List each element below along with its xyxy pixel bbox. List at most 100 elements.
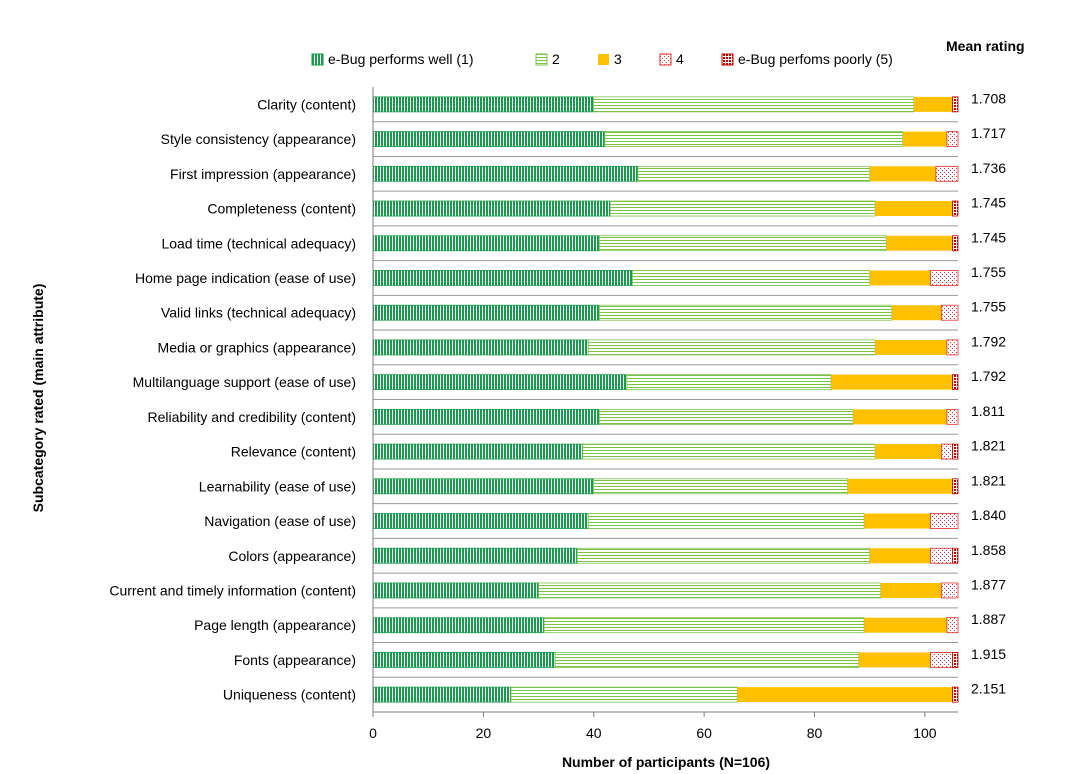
- bar-segment-series-1: [372, 339, 589, 356]
- bar-segment-series-3: [847, 478, 953, 494]
- bar-segment-series-2: [604, 131, 904, 147]
- mean-rating-value: 1.792: [971, 333, 1006, 349]
- bar-segment-series-1: [372, 270, 633, 286]
- bar-segment-series-2: [582, 443, 876, 460]
- legend-item-series-5: e-Bug perfoms poorly (5): [721, 51, 893, 67]
- mean-rating-value: 1.915: [971, 646, 1006, 662]
- bar-segment-series-2: [538, 582, 882, 599]
- mean-rating-header: Mean rating: [946, 38, 1025, 54]
- bar-segment-series-2: [593, 96, 915, 113]
- bar-segment-series-2: [631, 270, 871, 286]
- mean-rating-value: 1.745: [971, 195, 1006, 211]
- category-label: Current and timely information (content): [109, 582, 356, 598]
- x-tick-label: 40: [586, 725, 602, 741]
- legend-item-series-4: 4: [659, 51, 684, 67]
- bar-segment-series-2: [543, 617, 865, 634]
- bar-segment-series-1: [372, 408, 600, 425]
- bar-segment-series-5: [952, 652, 959, 668]
- mean-rating-value: 1.708: [971, 90, 1006, 106]
- bar-segment-series-5: [952, 200, 959, 217]
- bar-segment-series-1: [372, 165, 639, 182]
- bar-segment-series-2: [587, 513, 865, 529]
- mean-rating-value: 1.792: [971, 368, 1006, 384]
- category-label: Relevance (content): [231, 444, 356, 460]
- bar-segment-series-3: [886, 235, 953, 251]
- x-tick-label: 60: [696, 725, 712, 741]
- bar-segment-series-5: [952, 478, 959, 495]
- legend-swatch-series-3: [598, 54, 609, 65]
- category-label: Reliability and credibility (content): [147, 409, 356, 425]
- bar-segment-series-1: [372, 478, 595, 495]
- bar-segment-series-3: [858, 652, 931, 668]
- bar-segment-series-1: [372, 235, 600, 252]
- category-label: First impression (appearance): [170, 166, 356, 182]
- bar-segment-series-1: [372, 652, 556, 668]
- y-axis-title: Subcategory rated (main attribute): [30, 284, 46, 513]
- bar-segment-series-5: [952, 96, 959, 113]
- category-label: Valid links (technical adequacy): [161, 305, 356, 321]
- mean-rating-value: 1.717: [971, 125, 1006, 141]
- mean-rating-value: 1.736: [971, 160, 1006, 176]
- bar-segment-series-4: [946, 617, 959, 634]
- legend-swatch-series-1: [311, 53, 324, 66]
- mean-rating-value: 1.821: [971, 438, 1006, 454]
- legend-label-series-1: e-Bug performs well (1): [328, 51, 474, 67]
- bar-segment-series-2: [609, 200, 876, 217]
- mean-rating-value: 1.821: [971, 472, 1006, 488]
- bar-segment-series-3: [902, 131, 947, 147]
- legend-item-series-3: 3: [598, 51, 622, 67]
- bar-segment-series-4: [941, 304, 959, 321]
- x-tick-label: 100: [913, 725, 937, 741]
- legend-label-series-5: e-Bug perfoms poorly (5): [738, 51, 893, 67]
- bar-segment-series-5: [952, 235, 959, 252]
- bar-segment-series-3: [913, 96, 953, 112]
- bar-segment-series-4: [946, 339, 959, 356]
- category-label: Multilanguage support (ease of use): [133, 374, 356, 390]
- bar-segment-series-4: [941, 443, 953, 460]
- bar-segment-series-3: [875, 339, 947, 355]
- bar-segment-series-3: [864, 513, 931, 529]
- bar-segment-series-4: [930, 547, 953, 564]
- bar-segment-series-2: [554, 652, 860, 668]
- bar-segment-series-3: [864, 617, 947, 633]
- category-label: Load time (technical adequacy): [161, 235, 356, 251]
- plot-area: Clarity (content) 1.708 Style consistency …: [109, 87, 1006, 741]
- bar-segment-series-5: [952, 374, 959, 391]
- legend-swatch-series-4: [659, 53, 672, 66]
- bar-segment-series-2: [637, 165, 871, 182]
- bar-segment-series-1: [372, 96, 595, 113]
- category-label: Style consistency (appearance): [161, 131, 356, 147]
- bar-segment-series-4: [930, 652, 953, 668]
- bar-segment-series-3: [869, 548, 931, 564]
- legend-item-series-2: 2: [535, 51, 560, 67]
- bar-segment-series-4: [941, 582, 959, 599]
- legend-item-series-1: e-Bug performs well (1): [311, 51, 474, 67]
- bar-segment-series-5: [952, 443, 959, 460]
- bar-segment-series-3: [875, 201, 953, 217]
- bar-segment-series-3: [737, 687, 953, 703]
- bar-segment-series-1: [372, 582, 539, 599]
- bar-segment-series-4: [930, 513, 959, 529]
- mean-rating-value: 1.840: [971, 507, 1006, 523]
- mean-rating-value: 1.755: [971, 264, 1006, 280]
- bar-segment-series-2: [598, 408, 854, 425]
- mean-rating-value: 1.887: [971, 611, 1006, 627]
- legend-swatch-series-5: [721, 53, 734, 66]
- legend: e-Bug performs well (1) 2 3 4 e-Bug perf…: [311, 51, 893, 67]
- bar-segment-series-3: [880, 582, 942, 598]
- category-label: Uniqueness (content): [223, 687, 356, 703]
- bar-segment-series-1: [372, 131, 606, 147]
- bar-segment-series-3: [875, 444, 942, 460]
- legend-label-series-3: 3: [614, 51, 622, 67]
- x-axis-title: Number of participants (N=106): [562, 754, 770, 770]
- x-tick-label: 80: [807, 725, 823, 741]
- x-tick-label: 20: [476, 725, 492, 741]
- bar-segment-series-3: [831, 374, 953, 390]
- bar-segment-series-2: [626, 374, 832, 391]
- bar-segment-series-2: [576, 547, 871, 564]
- mean-rating-value: 2.151: [971, 681, 1006, 697]
- category-label: Clarity (content): [257, 96, 356, 112]
- bar-segment-series-1: [372, 547, 578, 564]
- legend-label-series-2: 2: [552, 51, 560, 67]
